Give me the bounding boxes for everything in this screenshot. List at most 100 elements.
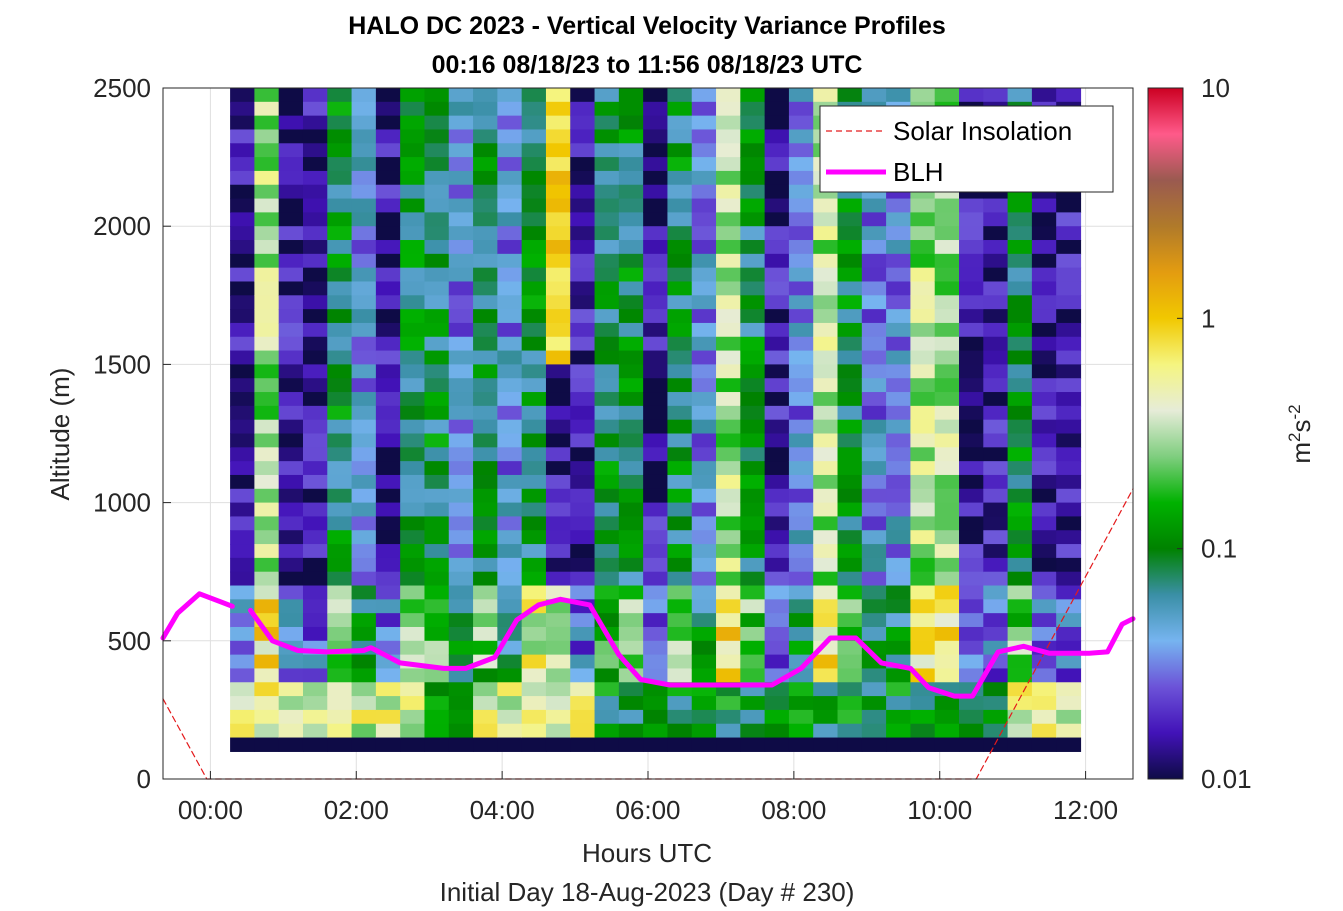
heatmap-cell [254, 516, 280, 531]
heatmap-cell [691, 585, 717, 600]
heatmap-cell [302, 557, 328, 573]
heatmap-cell [886, 419, 912, 435]
heatmap-cell [254, 474, 280, 490]
heatmap-cell [837, 737, 863, 752]
heatmap-cell [716, 447, 741, 462]
heatmap-cell [1056, 309, 1082, 324]
heatmap-cell [788, 364, 814, 379]
heatmap-cell [934, 198, 960, 213]
heatmap-cell [788, 157, 814, 172]
heatmap-cell [716, 654, 741, 670]
heatmap-cell [861, 696, 887, 711]
heatmap-cell [521, 613, 547, 628]
heatmap-cell [1007, 198, 1033, 213]
heatmap-cell [983, 626, 1009, 642]
heatmap-cell [375, 530, 401, 545]
heatmap-cell [570, 585, 596, 600]
heatmap-cell [813, 530, 839, 545]
heatmap-cell [1031, 447, 1057, 462]
heatmap-cell [327, 433, 353, 448]
heatmap-cell [667, 184, 693, 200]
heatmap-cell [764, 336, 790, 352]
heatmap-cell [254, 157, 280, 172]
heatmap-cell [643, 585, 669, 600]
heatmap-cell [959, 723, 984, 739]
heatmap-cell [1056, 295, 1082, 310]
heatmap-cell [375, 557, 401, 573]
heatmap-cell [278, 544, 304, 559]
heatmap-cell [764, 433, 790, 448]
heatmap-cell [327, 599, 353, 614]
heatmap-cell [1007, 392, 1033, 407]
heatmap-cell [1056, 281, 1082, 296]
heatmap-cell [788, 198, 814, 213]
heatmap-cell [643, 571, 669, 587]
heatmap-cell [813, 599, 839, 614]
heatmap-cell [1056, 530, 1082, 545]
heatmap-cell [278, 143, 304, 158]
heatmap-cell [716, 557, 741, 573]
heatmap-cell [448, 696, 474, 711]
heatmap-cell [861, 737, 887, 752]
heatmap-cell [230, 447, 255, 462]
heatmap-cell [643, 530, 669, 545]
heatmap-cell [691, 267, 717, 283]
heatmap-cell [886, 309, 912, 324]
heatmap-cell [643, 392, 669, 407]
heatmap-cell [400, 253, 426, 269]
heatmap-cell [813, 364, 839, 379]
heatmap-cell [667, 613, 693, 628]
heatmap-cell [545, 654, 571, 670]
heatmap-cell [375, 101, 401, 117]
heatmap-cell [424, 474, 450, 490]
heatmap-cell [448, 737, 474, 752]
heatmap-cell [1031, 267, 1057, 283]
heatmap-cell [813, 696, 839, 711]
heatmap-cell [861, 433, 887, 448]
heatmap-cell [934, 544, 960, 559]
heatmap-cell [1056, 682, 1082, 697]
heatmap-cell [594, 682, 620, 697]
heatmap-cell [667, 88, 693, 103]
heatmap-cell [618, 599, 644, 614]
x-tick-label: 02:00 [324, 795, 389, 825]
heatmap-cell [375, 281, 401, 296]
heatmap-cell [667, 226, 693, 241]
heatmap-cell [667, 364, 693, 379]
heatmap-cell [448, 405, 474, 421]
heatmap-cell [400, 433, 426, 448]
heatmap-cell [424, 253, 450, 269]
heatmap-cell [1007, 350, 1033, 365]
heatmap-cell [497, 530, 523, 545]
heatmap-cell [1031, 253, 1057, 269]
heatmap-cell [1007, 530, 1033, 545]
heatmap-cell [910, 613, 936, 628]
heatmap-cell [424, 157, 450, 172]
heatmap-cell [1056, 267, 1082, 283]
x-tick-label: 06:00 [615, 795, 680, 825]
heatmap-cell [497, 295, 523, 310]
heatmap-cell [375, 419, 401, 435]
heatmap-cell [594, 336, 620, 352]
heatmap-cell [837, 488, 863, 504]
heatmap-cell [934, 350, 960, 365]
heatmap-cell [351, 571, 377, 587]
heatmap-cell [375, 461, 401, 476]
heatmap-cell [570, 336, 596, 352]
heatmap-cell [424, 668, 450, 683]
heatmap-cell [473, 267, 498, 283]
heatmap-cell [230, 613, 255, 628]
heatmap-cell [278, 88, 304, 103]
heatmap-cell [230, 115, 255, 131]
heatmap-cell [691, 696, 717, 711]
heatmap-cell [691, 129, 717, 144]
heatmap-cell [254, 654, 280, 670]
heatmap-cell [716, 626, 741, 642]
heatmap-cell [740, 295, 766, 310]
heatmap-cell [861, 654, 887, 670]
heatmap-cell [667, 502, 693, 518]
heatmap-cell [983, 696, 1009, 711]
heatmap-cell [230, 392, 255, 407]
heatmap-cell [788, 281, 814, 296]
heatmap-cell [667, 143, 693, 158]
